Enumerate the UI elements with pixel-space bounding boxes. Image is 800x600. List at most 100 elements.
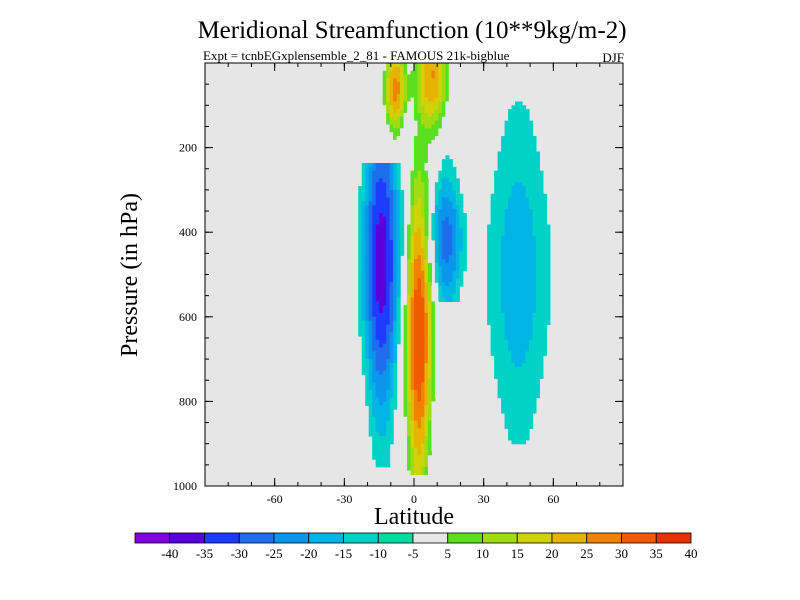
contour-cell	[410, 386, 415, 391]
contour-cell	[487, 286, 502, 291]
contour-cell	[389, 139, 401, 145]
contour-cell	[372, 297, 377, 303]
contour-cell	[407, 289, 412, 295]
contour-cell	[427, 286, 433, 291]
contour-cell	[407, 470, 412, 476]
contour-cell	[361, 309, 366, 314]
contour-cell	[368, 424, 377, 429]
contour-cell	[511, 105, 527, 110]
contour-cell	[372, 186, 377, 191]
contour-cell	[414, 112, 422, 118]
contour-cell	[344, 366, 349, 372]
contour-cell	[414, 428, 426, 433]
contour-cell	[372, 409, 391, 414]
contour-cell	[410, 351, 415, 356]
contour-cell	[400, 247, 405, 253]
contour-cell	[448, 282, 457, 287]
contour-cell	[400, 116, 405, 122]
contour-cell	[403, 120, 408, 126]
contour-cell	[389, 351, 394, 356]
contour-cell	[427, 424, 433, 429]
contour-cell	[438, 255, 443, 260]
contour-cell	[417, 128, 439, 133]
contour-cell	[452, 205, 460, 210]
contour-cell	[414, 389, 419, 395]
contour-cell	[407, 286, 412, 291]
contour-cell	[368, 243, 373, 249]
contour-cell	[501, 259, 537, 264]
contour-cell	[358, 255, 363, 260]
contour-cell	[361, 228, 366, 233]
contour-cell	[386, 97, 391, 103]
colorbar-box	[655, 532, 692, 544]
contour-cell	[414, 366, 426, 372]
contour-cell	[434, 186, 443, 191]
contour-cell	[431, 228, 436, 233]
contour-cell	[410, 359, 415, 364]
contour-cell	[407, 236, 412, 241]
contour-cell	[386, 124, 391, 129]
contour-cell	[508, 197, 530, 203]
contour-cell	[368, 236, 373, 241]
contour-cell	[393, 93, 398, 99]
contour-cell	[393, 193, 398, 199]
contour-cell	[445, 109, 450, 114]
contour-cell	[382, 370, 391, 376]
contour-cell	[368, 301, 373, 306]
contour-cell	[375, 359, 387, 364]
contour-cell	[504, 412, 534, 418]
contour-cell	[379, 86, 384, 91]
contour-cell	[407, 301, 412, 306]
contour-cell	[375, 289, 387, 295]
contour-cell	[438, 236, 443, 241]
contour-cell	[382, 401, 391, 406]
contour-cell	[427, 409, 433, 414]
contour-cell	[375, 224, 387, 229]
contour-cell	[508, 343, 530, 349]
contour-cell	[424, 289, 429, 295]
contour-cell	[396, 228, 401, 233]
contour-cell	[414, 359, 426, 364]
contour-cell	[403, 455, 408, 460]
contour-cell	[448, 78, 453, 83]
contour-cell	[400, 220, 405, 226]
contour-cell	[441, 82, 446, 87]
contour-cell	[414, 424, 419, 429]
contour-cell	[455, 282, 464, 287]
contour-cell	[462, 239, 467, 245]
contour-cell	[448, 178, 460, 183]
contour-cell	[368, 362, 373, 368]
contour-cell	[365, 209, 370, 214]
contour-cell	[365, 166, 370, 172]
contour-cell	[535, 243, 551, 249]
contour-cell	[358, 197, 366, 203]
contour-cell	[386, 274, 394, 279]
contour-cell	[389, 201, 394, 206]
contour-cell	[410, 224, 415, 229]
contour-cell	[407, 205, 412, 210]
contour-cell	[375, 328, 387, 333]
contour-cell	[361, 247, 366, 253]
contour-cell	[386, 216, 391, 222]
contour-cell	[420, 282, 426, 287]
contour-cell	[501, 143, 537, 149]
contour-cell	[375, 351, 391, 356]
contour-cell	[403, 412, 408, 418]
contour-cell	[414, 378, 426, 383]
contour-cell	[396, 205, 401, 210]
contour-cell	[372, 243, 377, 249]
contour-cell	[424, 166, 433, 172]
contour-cell	[368, 351, 377, 356]
contour-cell	[441, 232, 453, 237]
contour-cell	[361, 251, 366, 256]
contour-cell	[487, 278, 502, 283]
contour-cell	[420, 262, 426, 268]
contour-cell	[407, 189, 412, 195]
contour-cell	[452, 297, 460, 303]
contour-cell	[420, 97, 429, 103]
contour-cell	[358, 251, 363, 256]
contour-cell	[494, 366, 544, 372]
contour-cell	[358, 278, 363, 283]
contour-cell	[424, 320, 429, 326]
contour-cell	[393, 182, 398, 187]
